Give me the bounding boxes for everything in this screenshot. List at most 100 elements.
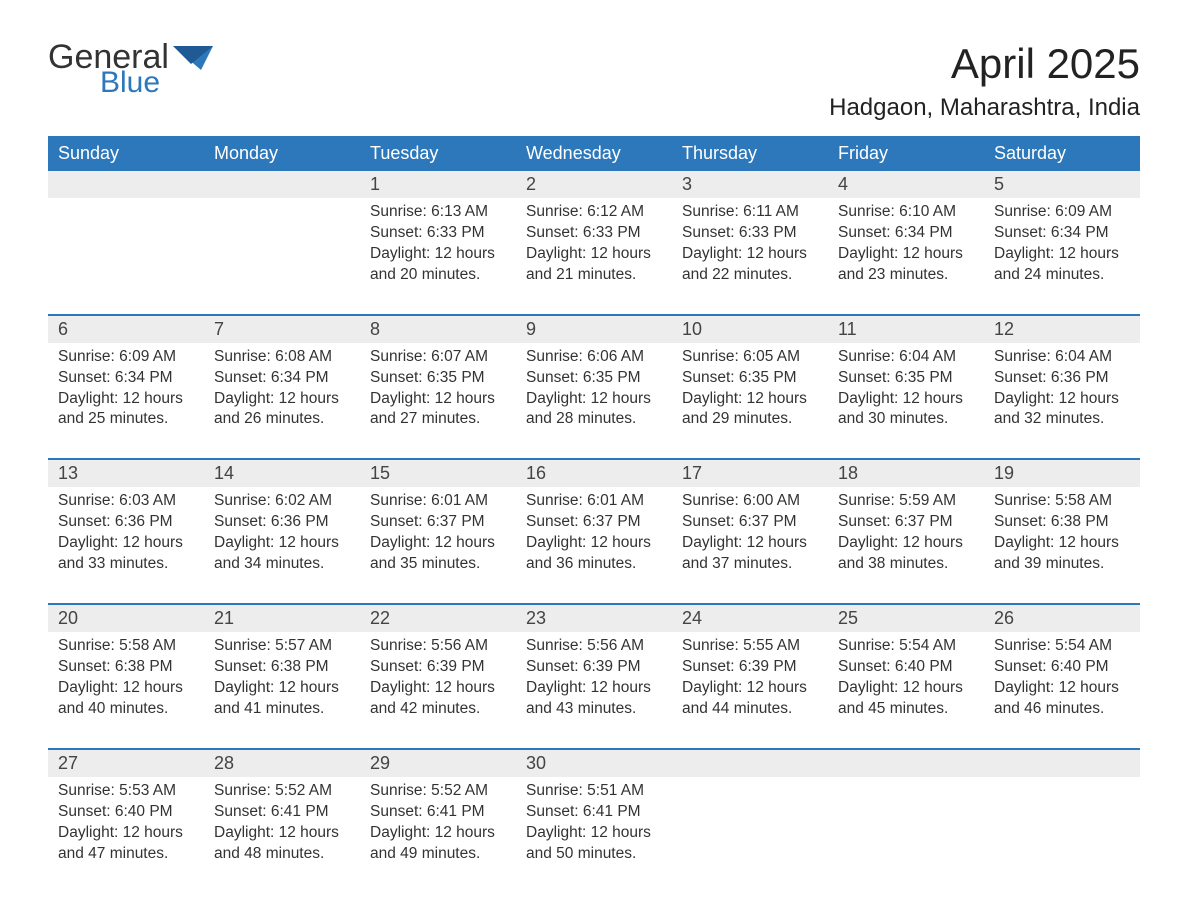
sunset-line: Sunset: 6:40 PM bbox=[58, 802, 194, 823]
day-number bbox=[672, 750, 828, 777]
sunset-line: Sunset: 6:38 PM bbox=[994, 512, 1130, 533]
calendar-day: 5Sunrise: 6:09 AMSunset: 6:34 PMDaylight… bbox=[984, 171, 1140, 292]
sunset-line: Sunset: 6:39 PM bbox=[526, 657, 662, 678]
day-details: Sunrise: 6:01 AMSunset: 6:37 PMDaylight:… bbox=[360, 487, 516, 575]
sunset-line: Sunset: 6:34 PM bbox=[214, 368, 350, 389]
day-number: 5 bbox=[984, 171, 1140, 198]
sunset-line: Sunset: 6:41 PM bbox=[526, 802, 662, 823]
sunset-line: Sunset: 6:34 PM bbox=[838, 223, 974, 244]
sunrise-line: Sunrise: 6:06 AM bbox=[526, 347, 662, 368]
sunset-line: Sunset: 6:35 PM bbox=[526, 368, 662, 389]
sunset-line: Sunset: 6:37 PM bbox=[682, 512, 818, 533]
day-number: 14 bbox=[204, 460, 360, 487]
sunrise-line: Sunrise: 6:01 AM bbox=[370, 491, 506, 512]
day-number bbox=[48, 171, 204, 198]
daylight-line: Daylight: 12 hours and 24 minutes. bbox=[994, 244, 1130, 286]
day-number: 1 bbox=[360, 171, 516, 198]
calendar-day: 30Sunrise: 5:51 AMSunset: 6:41 PMDayligh… bbox=[516, 750, 672, 871]
daylight-line: Daylight: 12 hours and 36 minutes. bbox=[526, 533, 662, 575]
day-number bbox=[204, 171, 360, 198]
calendar-week: 27Sunrise: 5:53 AMSunset: 6:40 PMDayligh… bbox=[48, 748, 1140, 871]
day-number: 28 bbox=[204, 750, 360, 777]
day-number: 2 bbox=[516, 171, 672, 198]
calendar-day bbox=[204, 171, 360, 292]
calendar-day: 22Sunrise: 5:56 AMSunset: 6:39 PMDayligh… bbox=[360, 605, 516, 726]
sunset-line: Sunset: 6:38 PM bbox=[58, 657, 194, 678]
day-number: 7 bbox=[204, 316, 360, 343]
day-details: Sunrise: 6:04 AMSunset: 6:36 PMDaylight:… bbox=[984, 343, 1140, 431]
sunrise-line: Sunrise: 6:07 AM bbox=[370, 347, 506, 368]
calendar-day: 9Sunrise: 6:06 AMSunset: 6:35 PMDaylight… bbox=[516, 316, 672, 437]
day-details: Sunrise: 6:05 AMSunset: 6:35 PMDaylight:… bbox=[672, 343, 828, 431]
daylight-line: Daylight: 12 hours and 30 minutes. bbox=[838, 389, 974, 431]
calendar-week: 1 Sunrise: 6:13 AM Sunset: 6:33 PM Daylight… bbox=[48, 171, 1140, 292]
col-header-tuesday: Tuesday bbox=[360, 136, 516, 171]
sunrise-line: Sunrise: 5:54 AM bbox=[994, 636, 1130, 657]
day-number: 6 bbox=[48, 316, 204, 343]
day-number bbox=[984, 750, 1140, 777]
sunrise-line: Sunrise: 6:09 AM bbox=[58, 347, 194, 368]
daylight-line: Daylight: 12 hours and 50 minutes. bbox=[526, 823, 662, 865]
daylight-line: Daylight: 12 hours and 49 minutes. bbox=[370, 823, 506, 865]
location-subtitle: Hadgaon, Maharashtra, India bbox=[829, 94, 1140, 122]
calendar-day: 8Sunrise: 6:07 AMSunset: 6:35 PMDaylight… bbox=[360, 316, 516, 437]
day-number: 15 bbox=[360, 460, 516, 487]
sunset-line: Sunset: 6:40 PM bbox=[838, 657, 974, 678]
sunset-line: Sunset: 6:37 PM bbox=[526, 512, 662, 533]
sunset-line: Sunset: 6:34 PM bbox=[58, 368, 194, 389]
day-number: 21 bbox=[204, 605, 360, 632]
day-details: Sunrise: 5:55 AMSunset: 6:39 PMDaylight:… bbox=[672, 632, 828, 720]
day-number: 30 bbox=[516, 750, 672, 777]
sunset-line: Sunset: 6:39 PM bbox=[370, 657, 506, 678]
sunset-line: Sunset: 6:38 PM bbox=[214, 657, 350, 678]
sunrise-line: Sunrise: 5:51 AM bbox=[526, 781, 662, 802]
calendar-day: 18Sunrise: 5:59 AMSunset: 6:37 PMDayligh… bbox=[828, 460, 984, 581]
calendar-day: 29Sunrise: 5:52 AMSunset: 6:41 PMDayligh… bbox=[360, 750, 516, 871]
day-number bbox=[828, 750, 984, 777]
sunrise-line: Sunrise: 6:05 AM bbox=[682, 347, 818, 368]
daylight-line: Daylight: 12 hours and 39 minutes. bbox=[994, 533, 1130, 575]
daylight-line: Daylight: 12 hours and 45 minutes. bbox=[838, 678, 974, 720]
calendar-day: 4Sunrise: 6:10 AMSunset: 6:34 PMDaylight… bbox=[828, 171, 984, 292]
sunset-line: Sunset: 6:41 PM bbox=[214, 802, 350, 823]
day-details: Sunrise: 5:58 AMSunset: 6:38 PMDaylight:… bbox=[984, 487, 1140, 575]
day-number: 3 bbox=[672, 171, 828, 198]
calendar-day bbox=[672, 750, 828, 871]
day-details: Sunrise: 6:04 AMSunset: 6:35 PMDaylight:… bbox=[828, 343, 984, 431]
daylight-line: Daylight: 12 hours and 26 minutes. bbox=[214, 389, 350, 431]
sunset-line: Sunset: 6:37 PM bbox=[838, 512, 974, 533]
daylight-line: Daylight: 12 hours and 34 minutes. bbox=[214, 533, 350, 575]
sunset-line: Sunset: 6:40 PM bbox=[994, 657, 1130, 678]
sunset-line: Sunset: 6:33 PM bbox=[682, 223, 818, 244]
day-details: Sunrise: 5:53 AMSunset: 6:40 PMDaylight:… bbox=[48, 777, 204, 865]
sunrise-line: Sunrise: 6:00 AM bbox=[682, 491, 818, 512]
col-header-thursday: Thursday bbox=[672, 136, 828, 171]
daylight-line: Daylight: 12 hours and 37 minutes. bbox=[682, 533, 818, 575]
daylight-line: Daylight: 12 hours and 33 minutes. bbox=[58, 533, 194, 575]
daylight-line: Daylight: 12 hours and 32 minutes. bbox=[994, 389, 1130, 431]
day-details: Sunrise: 5:56 AMSunset: 6:39 PMDaylight:… bbox=[516, 632, 672, 720]
sunset-line: Sunset: 6:35 PM bbox=[838, 368, 974, 389]
sunrise-line: Sunrise: 5:56 AM bbox=[370, 636, 506, 657]
sunset-line: Sunset: 6:36 PM bbox=[994, 368, 1130, 389]
calendar-day: 12Sunrise: 6:04 AMSunset: 6:36 PMDayligh… bbox=[984, 316, 1140, 437]
col-header-saturday: Saturday bbox=[984, 136, 1140, 171]
day-details: Sunrise: 6:08 AMSunset: 6:34 PMDaylight:… bbox=[204, 343, 360, 431]
sunset-line: Sunset: 6:36 PM bbox=[214, 512, 350, 533]
sunrise-line: Sunrise: 5:53 AM bbox=[58, 781, 194, 802]
sunrise-line: Sunrise: 6:13 AM bbox=[370, 202, 506, 223]
day-details: Sunrise: 6:00 AMSunset: 6:37 PMDaylight:… bbox=[672, 487, 828, 575]
calendar-day: 1Sunrise: 6:13 AMSunset: 6:33 PMDaylight… bbox=[360, 171, 516, 292]
day-number: 8 bbox=[360, 316, 516, 343]
day-number: 24 bbox=[672, 605, 828, 632]
sunrise-line: Sunrise: 6:04 AM bbox=[994, 347, 1130, 368]
calendar-day: 25Sunrise: 5:54 AMSunset: 6:40 PMDayligh… bbox=[828, 605, 984, 726]
daylight-line: Daylight: 12 hours and 27 minutes. bbox=[370, 389, 506, 431]
col-header-wednesday: Wednesday bbox=[516, 136, 672, 171]
calendar: Sunday Monday Tuesday Wednesday Thursday… bbox=[48, 136, 1140, 870]
day-details: Sunrise: 6:01 AMSunset: 6:37 PMDaylight:… bbox=[516, 487, 672, 575]
daylight-line: Daylight: 12 hours and 25 minutes. bbox=[58, 389, 194, 431]
day-details: Sunrise: 5:51 AMSunset: 6:41 PMDaylight:… bbox=[516, 777, 672, 865]
sunrise-line: Sunrise: 6:11 AM bbox=[682, 202, 818, 223]
calendar-day: 11Sunrise: 6:04 AMSunset: 6:35 PMDayligh… bbox=[828, 316, 984, 437]
